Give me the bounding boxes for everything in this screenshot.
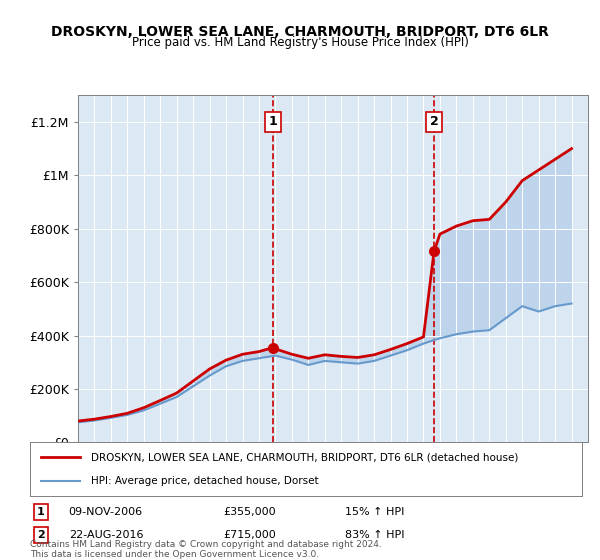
Text: £355,000: £355,000 xyxy=(223,507,276,517)
Text: Contains HM Land Registry data © Crown copyright and database right 2024.
This d: Contains HM Land Registry data © Crown c… xyxy=(30,540,382,559)
Text: Price paid vs. HM Land Registry's House Price Index (HPI): Price paid vs. HM Land Registry's House … xyxy=(131,36,469,49)
Text: DROSKYN, LOWER SEA LANE, CHARMOUTH, BRIDPORT, DT6 6LR: DROSKYN, LOWER SEA LANE, CHARMOUTH, BRID… xyxy=(51,25,549,39)
Text: 1: 1 xyxy=(269,115,277,128)
Text: 1: 1 xyxy=(37,507,45,517)
Text: DROSKYN, LOWER SEA LANE, CHARMOUTH, BRIDPORT, DT6 6LR (detached house): DROSKYN, LOWER SEA LANE, CHARMOUTH, BRID… xyxy=(91,452,518,463)
Text: 2: 2 xyxy=(37,530,45,540)
Text: 83% ↑ HPI: 83% ↑ HPI xyxy=(344,530,404,540)
Text: 22-AUG-2016: 22-AUG-2016 xyxy=(68,530,143,540)
Text: 09-NOV-2006: 09-NOV-2006 xyxy=(68,507,143,517)
Text: HPI: Average price, detached house, Dorset: HPI: Average price, detached house, Dors… xyxy=(91,475,319,486)
Text: £715,000: £715,000 xyxy=(223,530,276,540)
Text: 15% ↑ HPI: 15% ↑ HPI xyxy=(344,507,404,517)
Text: 2: 2 xyxy=(430,115,439,128)
